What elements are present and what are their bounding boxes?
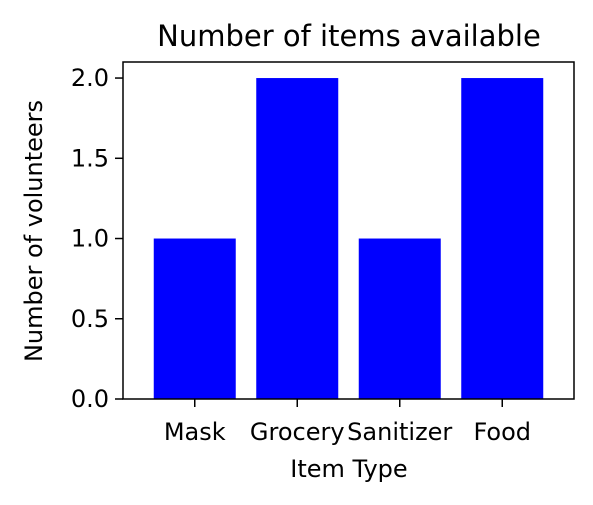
- y-axis-label: Number of volunteers: [20, 100, 48, 362]
- bar-sanitizer: [358, 238, 441, 399]
- plot-frame: [122, 61, 575, 400]
- y-tick-label: 0.0: [71, 385, 109, 413]
- y-axis: 0.0 0.5 1.0 1.5 2.0: [71, 64, 123, 413]
- x-axis-label: Item Type: [290, 455, 407, 483]
- x-tick-label-sanitizer: Sanitizer: [347, 418, 452, 446]
- bar-food: [461, 78, 544, 400]
- chart-title: Number of items available: [157, 19, 541, 53]
- x-tick-label-mask: Mask: [164, 418, 226, 446]
- bar-grocery: [256, 78, 339, 400]
- y-tick-label: 2.0: [71, 64, 109, 92]
- x-tick-label-food: Food: [473, 418, 531, 446]
- x-axis: Mask Grocery Sanitizer Food: [164, 399, 531, 446]
- y-tick-label: 0.5: [71, 305, 109, 333]
- y-tick-label: 1.5: [71, 144, 109, 172]
- x-tick-label-grocery: Grocery: [250, 418, 345, 446]
- bars-group: [153, 78, 544, 400]
- bar-mask: [153, 238, 236, 399]
- y-tick-label: 1.0: [71, 225, 109, 253]
